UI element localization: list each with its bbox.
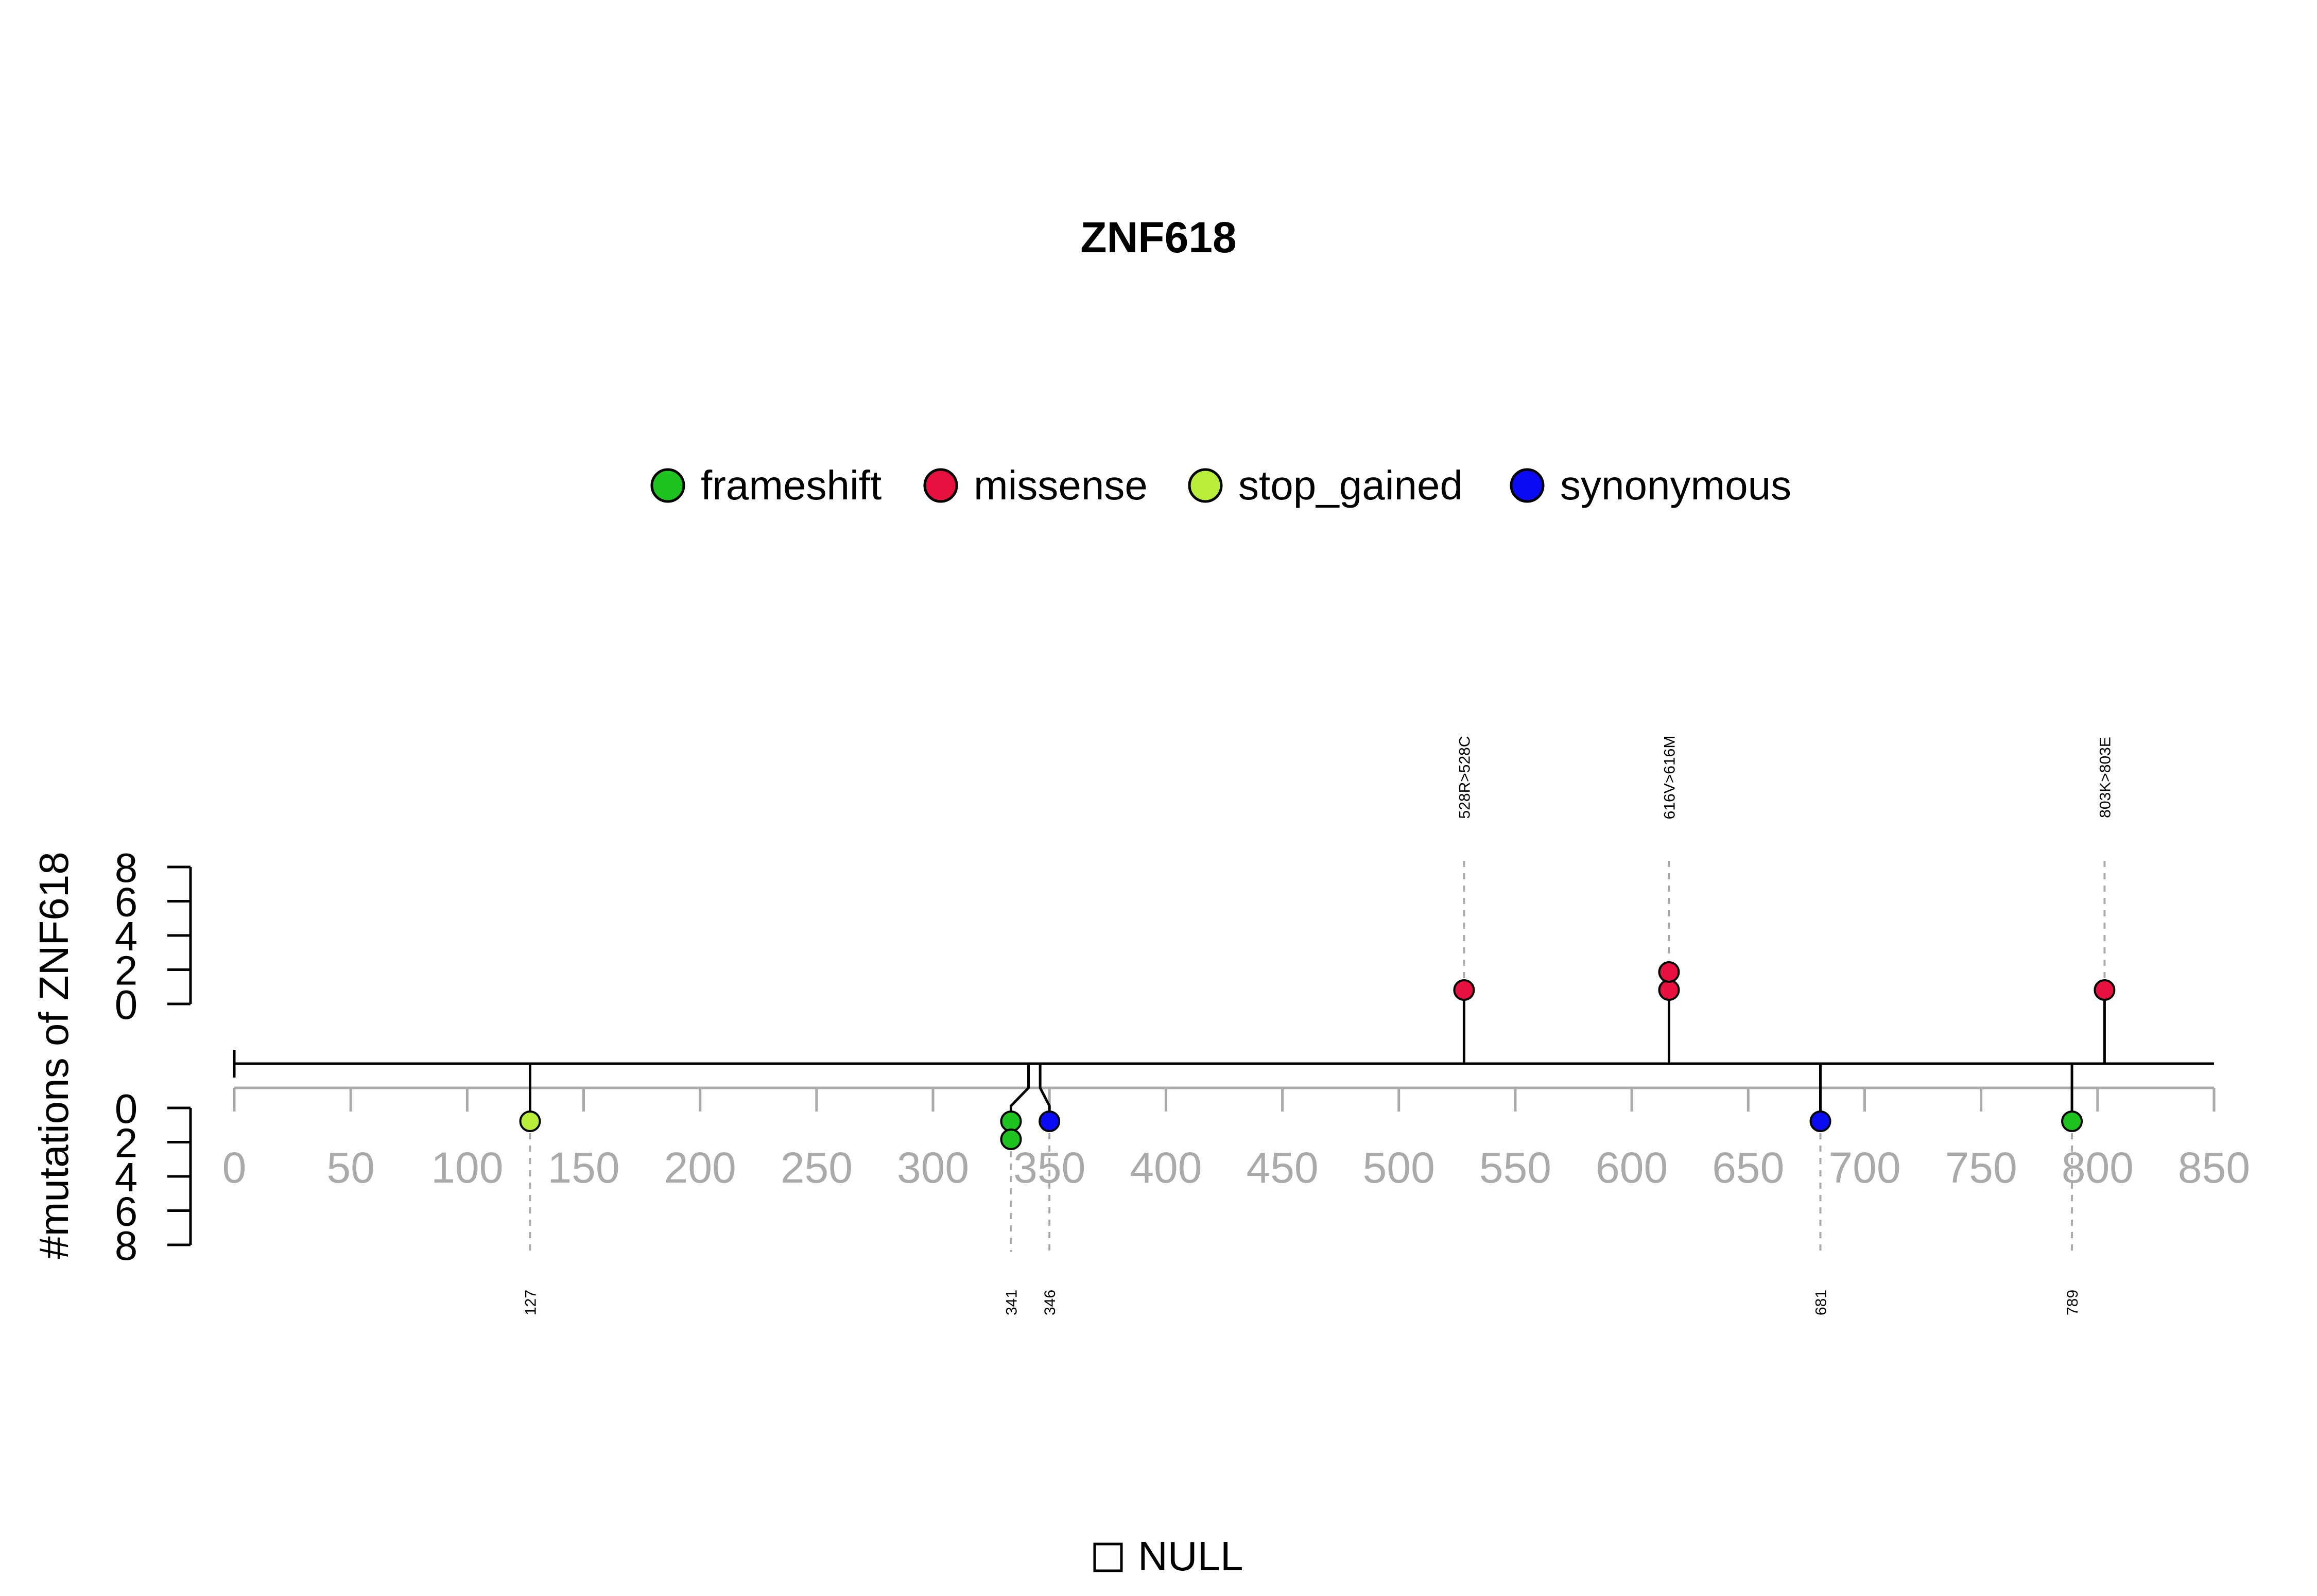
x-tick-label-150: 150 xyxy=(547,1143,619,1192)
y-bottom-tick-label-2: 2 xyxy=(115,1120,138,1166)
legend-marker-frameshift xyxy=(650,468,685,503)
domain-legend-swatch xyxy=(1093,1542,1123,1572)
domain-legend-label: NULL xyxy=(1138,1533,1243,1579)
mutation-dot-346-1 xyxy=(1039,1111,1061,1132)
mutation-dot-341-2 xyxy=(1000,1129,1022,1150)
y-bottom-tick-label-0: 0 xyxy=(115,1086,138,1132)
plot-area: 0 50 100 150 200 250 300 350 400 450 500 550 600 650 7… xyxy=(115,736,2250,1315)
chart-title: ZNF618 xyxy=(1080,213,1236,262)
mutation-label-616V>616M: 616V>616M xyxy=(1661,736,1678,820)
legend-label-synonymous: synonymous xyxy=(1560,462,1791,508)
mutation-label-789: 789 xyxy=(2064,1290,2081,1315)
y-bottom-tick-label-6: 6 xyxy=(115,1189,138,1235)
mutation-dot-681-1 xyxy=(1809,1111,1831,1132)
x-tick-label-700: 700 xyxy=(1828,1143,1900,1192)
mutation-label-346: 346 xyxy=(1042,1290,1059,1315)
x-tick-label-250: 250 xyxy=(781,1143,853,1192)
legend-label-missense: missense xyxy=(974,462,1148,508)
legend-label-frameshift: frameshift xyxy=(701,462,881,508)
legend-marker-stop_gained xyxy=(1188,468,1223,503)
y-top-tick-label-2: 2 xyxy=(115,948,138,994)
mutation-label-127: 127 xyxy=(522,1290,539,1315)
x-tick-label-800: 800 xyxy=(2062,1143,2134,1192)
x-tick-label-850: 850 xyxy=(2178,1143,2250,1192)
x-tick-label-750: 750 xyxy=(1945,1143,2017,1192)
domain-legend: NULL xyxy=(1093,1533,1243,1579)
mutation-dot-528R>528C-1 xyxy=(1453,979,1475,1001)
mutation-label-341: 341 xyxy=(1004,1290,1021,1315)
x-tick-label-100: 100 xyxy=(431,1143,503,1192)
y-top-tick-label-0: 0 xyxy=(115,982,138,1028)
x-tick-label-50: 50 xyxy=(326,1143,374,1192)
x-tick-label-550: 550 xyxy=(1479,1143,1551,1192)
y-axis-label: #mutations of ZNF618 xyxy=(31,852,77,1259)
x-tick-label-500: 500 xyxy=(1363,1143,1435,1192)
mutation-label-681: 681 xyxy=(1813,1290,1830,1315)
mutation-dot-341-1 xyxy=(1000,1111,1022,1132)
x-tick-label-300: 300 xyxy=(897,1143,969,1192)
legend-marker-missense xyxy=(923,468,958,503)
stem-341 xyxy=(1010,1064,1030,1112)
legend-label-stop_gained: stop_gained xyxy=(1238,462,1463,508)
y-top-tick-label-6: 6 xyxy=(115,879,138,925)
mutation-dot-803K>803E-1 xyxy=(2094,979,2116,1001)
legend-marker-synonymous xyxy=(1510,468,1545,503)
legend: frameshift missense stop_gained synonymous xyxy=(650,462,1791,508)
x-tick-label-200: 200 xyxy=(664,1143,736,1192)
y-top-tick-label-8: 8 xyxy=(115,845,138,891)
y-bottom-tick-label-8: 8 xyxy=(115,1223,138,1269)
mutation-label-803K>803E: 803K>803E xyxy=(2097,737,2114,818)
x-tick-label-600: 600 xyxy=(1596,1143,1668,1192)
y-top-tick-label-4: 4 xyxy=(115,913,138,959)
x-tick-label-400: 400 xyxy=(1130,1143,1202,1192)
mutation-dot-616V>616M-1 xyxy=(1658,979,1680,1001)
mutation-dot-789-1 xyxy=(2061,1111,2083,1132)
stem-346 xyxy=(1039,1064,1051,1112)
y-bottom-tick-label-4: 4 xyxy=(115,1154,138,1200)
x-tick-label-650: 650 xyxy=(1712,1143,1784,1192)
x-tick-label-0: 0 xyxy=(222,1143,247,1192)
mutation-dot-127-1 xyxy=(519,1111,541,1132)
x-tick-label-450: 450 xyxy=(1247,1143,1319,1192)
mutation-dot-616V>616M-2 xyxy=(1658,961,1680,983)
mutation-label-528R>528C: 528R>528C xyxy=(1456,736,1473,819)
